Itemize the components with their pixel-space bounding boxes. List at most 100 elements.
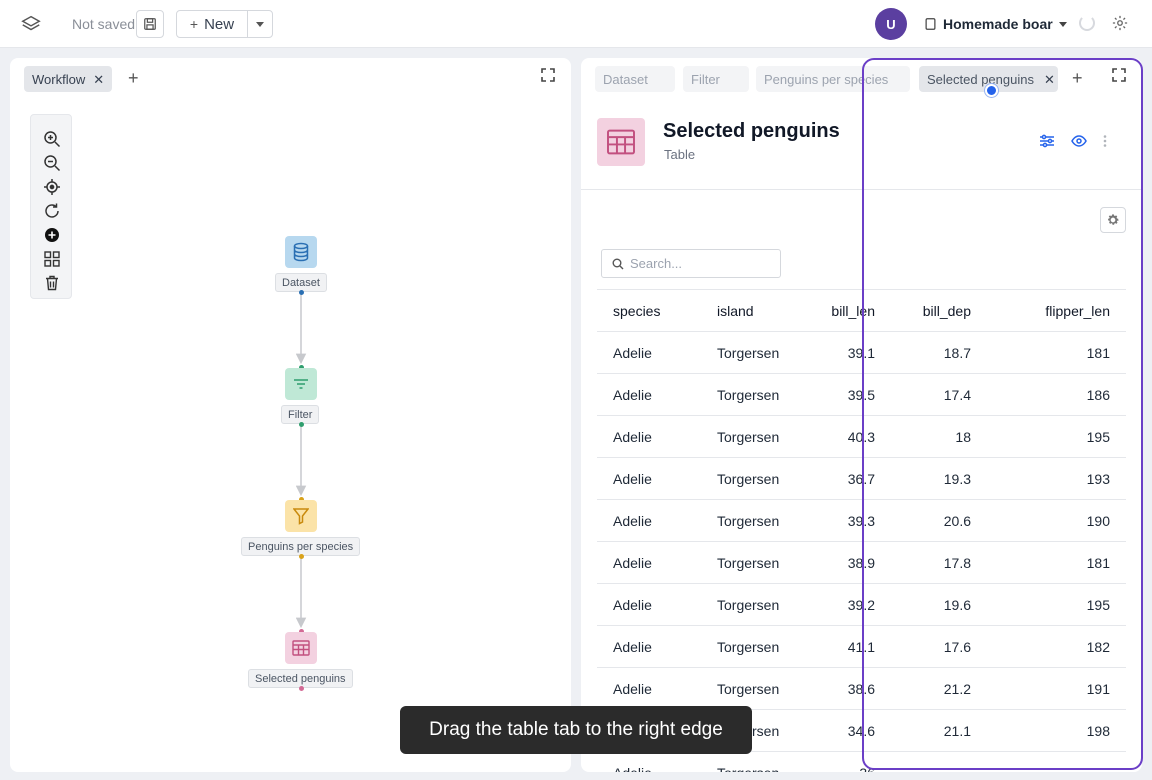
trash-icon[interactable] xyxy=(43,274,61,292)
node-filter[interactable] xyxy=(285,368,317,400)
table-cell: Adelie xyxy=(597,331,701,374)
workflow-edges xyxy=(295,294,307,629)
project-selector[interactable]: Homemade boar xyxy=(924,14,1067,34)
table-cell xyxy=(891,751,987,772)
table-cell: 17.6 xyxy=(891,625,987,668)
column-header-bill-len[interactable]: bill_len xyxy=(801,289,891,332)
table-settings-button[interactable] xyxy=(1100,207,1126,233)
column-header-bill-dep[interactable]: bill_dep xyxy=(891,289,987,332)
table-cell: 181 xyxy=(987,541,1126,584)
database-icon xyxy=(293,242,309,262)
table-cell: 41.1 xyxy=(801,625,891,668)
table-cell: Adelie xyxy=(597,625,701,668)
table-cell: 19.6 xyxy=(891,583,987,626)
input-port[interactable] xyxy=(299,629,304,634)
column-header-species[interactable]: species xyxy=(597,289,701,332)
table-cell: 21.1 xyxy=(891,709,987,752)
zoom-out-icon[interactable] xyxy=(43,154,61,172)
zoom-in-icon[interactable] xyxy=(43,130,61,148)
table-icon xyxy=(597,118,645,166)
save-button[interactable] xyxy=(136,10,164,38)
table-cell: 38.9 xyxy=(801,541,891,584)
table-row[interactable]: Adelie Torgersen 40.3 18 195 xyxy=(597,415,1126,458)
table-cell: 193 xyxy=(987,457,1126,500)
tab-workflow[interactable]: Workflow ✕ xyxy=(24,66,113,92)
tab-penguins-per-species[interactable]: Penguins per species xyxy=(756,66,910,92)
table-row[interactable]: Adelie Torgersen 39.3 20.6 190 xyxy=(597,499,1126,542)
gear-icon xyxy=(1108,214,1119,225)
avatar[interactable]: U xyxy=(875,8,907,40)
table-cell: Adelie xyxy=(597,373,701,416)
table-cell: Torgersen xyxy=(701,625,801,668)
output-port[interactable] xyxy=(299,554,304,559)
node-penguins-per-species[interactable] xyxy=(285,500,317,532)
table-row[interactable]: Adelie Torgersen 39.1 18.7 181 xyxy=(597,331,1126,374)
add-tab-button[interactable]: + xyxy=(128,68,139,88)
sliders-icon[interactable] xyxy=(1039,134,1055,148)
gear-icon[interactable] xyxy=(1111,14,1129,32)
output-port[interactable] xyxy=(299,422,304,427)
table-cell: 38.6 xyxy=(801,667,891,710)
save-status: Not saved xyxy=(72,16,136,32)
tab-selected-penguins[interactable]: Selected penguins ✕ xyxy=(919,66,1058,92)
table-row[interactable]: Adelie Torgersen 36.7 19.3 193 xyxy=(597,457,1126,500)
output-port[interactable] xyxy=(299,290,304,295)
table-cell: 17.8 xyxy=(891,541,987,584)
chevron-down-icon xyxy=(256,21,264,27)
more-vertical-icon[interactable] xyxy=(1103,135,1107,147)
panel-title: Selected penguins xyxy=(663,120,840,142)
table-row[interactable]: Adelie Torgersen 39.2 19.6 195 xyxy=(597,583,1126,626)
table-cell: 39.5 xyxy=(801,373,891,416)
table-row[interactable]: Adelie Torgersen 38.9 17.8 181 xyxy=(597,541,1126,584)
table-cell: 39.3 xyxy=(801,499,891,542)
table-cell: Adelie xyxy=(597,541,701,584)
tab-label: Selected penguins xyxy=(927,71,1034,87)
expand-icon[interactable] xyxy=(541,68,555,82)
close-icon[interactable]: ✕ xyxy=(1043,71,1055,87)
table-row[interactable]: Adelie Torgersen 38.6 21.2 191 xyxy=(597,667,1126,710)
table-cell: Torgersen xyxy=(701,499,801,542)
table-row[interactable]: Adelie Torgersen 41.1 17.6 182 xyxy=(597,625,1126,668)
table-cell: 34.6 xyxy=(801,709,891,752)
column-header-island[interactable]: island xyxy=(701,289,801,332)
eye-icon[interactable] xyxy=(1071,135,1087,147)
add-node-icon[interactable] xyxy=(43,226,61,244)
refresh-icon[interactable] xyxy=(43,202,61,220)
layout-grid-icon[interactable] xyxy=(43,250,61,268)
input-port[interactable] xyxy=(299,497,304,502)
table-cell: Torgersen xyxy=(701,751,801,772)
tab-label: Workflow xyxy=(32,71,86,87)
table-cell: 39.2 xyxy=(801,583,891,626)
column-header-flipper-len[interactable]: flipper_len xyxy=(987,289,1126,332)
expand-icon[interactable] xyxy=(1112,68,1126,82)
table-row[interactable]: Adelie Torgersen 39.5 17.4 186 xyxy=(597,373,1126,416)
search-input[interactable] xyxy=(630,256,770,271)
table-cell: Torgersen xyxy=(701,457,801,500)
table-cell: Adelie xyxy=(597,457,701,500)
new-button[interactable]: + New xyxy=(177,11,248,37)
search-box xyxy=(601,249,781,278)
center-focus-icon[interactable] xyxy=(43,178,61,196)
add-tab-button[interactable]: + xyxy=(1072,68,1083,88)
close-icon[interactable]: ✕ xyxy=(93,71,105,87)
save-icon xyxy=(144,18,156,30)
panel-actions xyxy=(1039,134,1107,148)
node-dataset[interactable] xyxy=(285,236,317,268)
table-cell: 191 xyxy=(987,667,1126,710)
workflow-panel: Workflow ✕ + Dataset Filter xyxy=(10,58,571,772)
document-icon xyxy=(925,18,936,30)
tab-filter[interactable]: Filter xyxy=(683,66,749,92)
new-dropdown-button[interactable] xyxy=(248,11,272,37)
table-cell: Adelie xyxy=(597,667,701,710)
table-cell xyxy=(987,751,1126,772)
output-port[interactable] xyxy=(299,686,304,691)
input-port[interactable] xyxy=(299,365,304,370)
canvas-toolbox xyxy=(30,114,72,299)
plus-icon: + xyxy=(189,16,199,32)
node-selected-penguins[interactable] xyxy=(285,632,317,664)
table-cell: 20.6 xyxy=(891,499,987,542)
layers-logo-icon[interactable] xyxy=(20,13,42,35)
new-button-group: + New xyxy=(176,10,273,38)
tab-dataset[interactable]: Dataset xyxy=(595,66,675,92)
